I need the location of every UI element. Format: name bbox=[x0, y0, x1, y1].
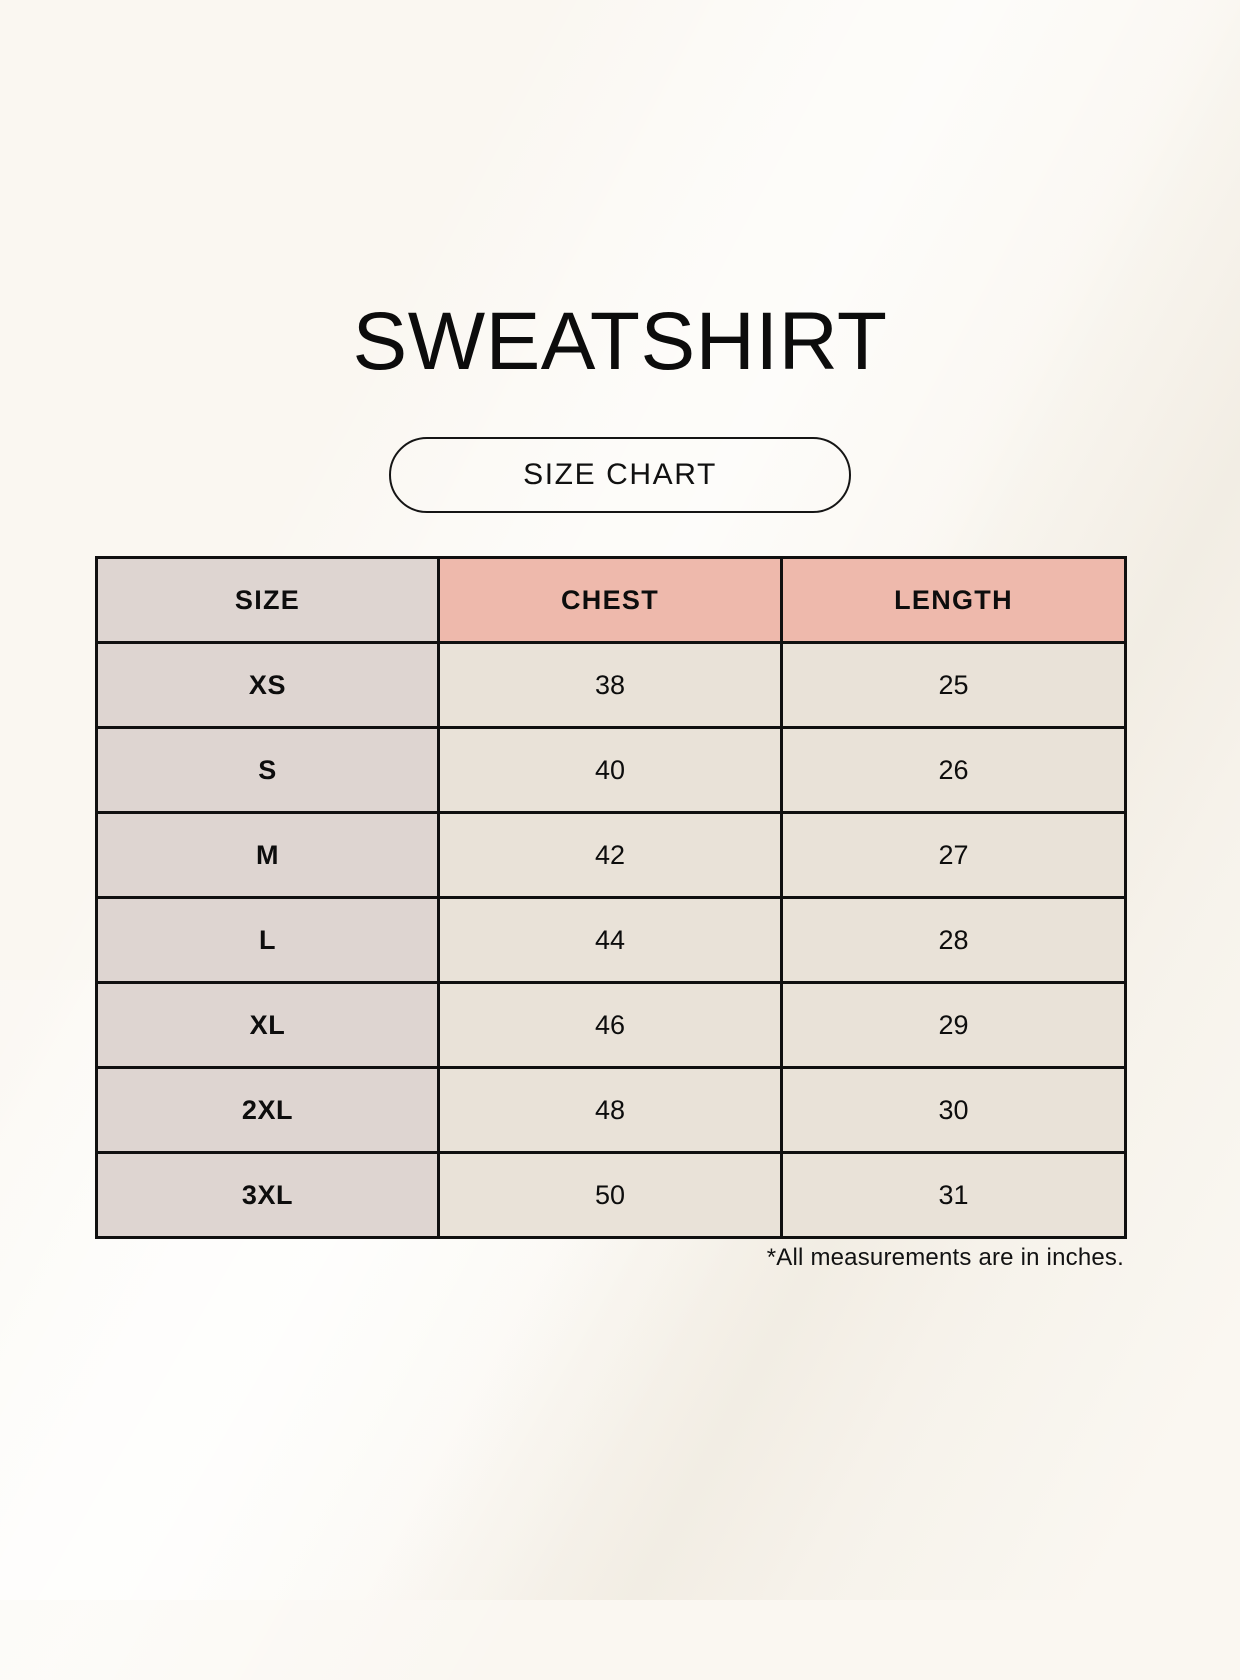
cell-chest: 40 bbox=[437, 726, 783, 814]
table-body: XS 38 25 S 40 26 M 42 27 L 44 28 bbox=[95, 641, 1127, 1239]
cell-chest: 44 bbox=[437, 896, 783, 984]
cell-chest: 38 bbox=[437, 641, 783, 729]
cell-length: 28 bbox=[780, 896, 1127, 984]
size-table: SIZE CHEST LENGTH XS 38 25 S 40 26 M bbox=[95, 556, 1127, 1239]
cell-length: 29 bbox=[780, 981, 1127, 1069]
column-header-chest: CHEST bbox=[437, 556, 783, 644]
cell-size: L bbox=[95, 896, 440, 984]
size-chart-badge: SIZE CHART bbox=[389, 437, 851, 513]
measurements-footnote: *All measurements are in inches. bbox=[766, 1244, 1124, 1271]
table-row: M 42 27 bbox=[95, 811, 1127, 899]
cell-chest: 46 bbox=[437, 981, 783, 1069]
table-row: 3XL 50 31 bbox=[95, 1151, 1127, 1239]
cell-length: 31 bbox=[780, 1151, 1127, 1239]
cell-length: 25 bbox=[780, 641, 1127, 729]
cell-size: XS bbox=[95, 641, 440, 729]
cell-size: 2XL bbox=[95, 1066, 440, 1154]
table-row: S 40 26 bbox=[95, 726, 1127, 814]
table-row: XS 38 25 bbox=[95, 641, 1127, 729]
cell-length: 26 bbox=[780, 726, 1127, 814]
table-row: 2XL 48 30 bbox=[95, 1066, 1127, 1154]
cell-size: M bbox=[95, 811, 440, 899]
page-title: SWEATSHIRT bbox=[352, 296, 888, 387]
cell-chest: 50 bbox=[437, 1151, 783, 1239]
cell-chest: 48 bbox=[437, 1066, 783, 1154]
cell-size: XL bbox=[95, 981, 440, 1069]
size-chart-page: SWEATSHIRT SIZE CHART SIZE CHEST LENGTH … bbox=[0, 296, 1240, 1271]
cell-length: 27 bbox=[780, 811, 1127, 899]
size-table-container: SIZE CHEST LENGTH XS 38 25 S 40 26 M bbox=[95, 556, 1127, 1239]
column-header-size: SIZE bbox=[95, 556, 440, 644]
cell-size: S bbox=[95, 726, 440, 814]
cell-chest: 42 bbox=[437, 811, 783, 899]
table-row: XL 46 29 bbox=[95, 981, 1127, 1069]
cell-size: 3XL bbox=[95, 1151, 440, 1239]
column-header-length: LENGTH bbox=[780, 556, 1127, 644]
table-header-row: SIZE CHEST LENGTH bbox=[95, 556, 1127, 644]
badge-container: SIZE CHART bbox=[0, 437, 1240, 513]
cell-length: 30 bbox=[780, 1066, 1127, 1154]
table-row: L 44 28 bbox=[95, 896, 1127, 984]
table-header: SIZE CHEST LENGTH bbox=[95, 556, 1127, 644]
